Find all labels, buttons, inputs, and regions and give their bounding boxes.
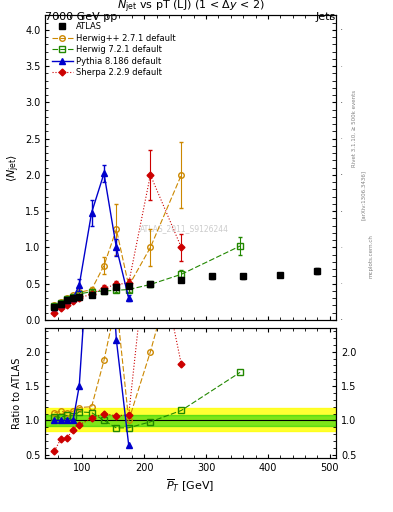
Text: Jets: Jets	[316, 12, 336, 23]
Text: Rivet 3.1.10, ≥ 500k events: Rivet 3.1.10, ≥ 500k events	[352, 90, 357, 166]
Text: ATLAS_2011_S9126244: ATLAS_2011_S9126244	[140, 224, 229, 233]
X-axis label: $\overline{P}_T$ [GeV]: $\overline{P}_T$ [GeV]	[167, 477, 215, 494]
Title: $N_\mathrm{jet}$ vs pT (LJ) (1 < $\Delta y$ < 2): $N_\mathrm{jet}$ vs pT (LJ) (1 < $\Delta…	[117, 0, 264, 15]
Text: [arXiv:1306.3436]: [arXiv:1306.3436]	[361, 169, 366, 220]
Y-axis label: Ratio to ATLAS: Ratio to ATLAS	[12, 357, 22, 429]
Y-axis label: $\langle N_\mathrm{jet}\rangle$: $\langle N_\mathrm{jet}\rangle$	[6, 154, 22, 182]
Text: mcplots.cern.ch: mcplots.cern.ch	[369, 234, 374, 278]
Text: 7000 GeV pp: 7000 GeV pp	[45, 12, 118, 23]
Legend: ATLAS, Herwig++ 2.7.1 default, Herwig 7.2.1 default, Pythia 8.186 default, Sherp: ATLAS, Herwig++ 2.7.1 default, Herwig 7.…	[50, 19, 178, 79]
